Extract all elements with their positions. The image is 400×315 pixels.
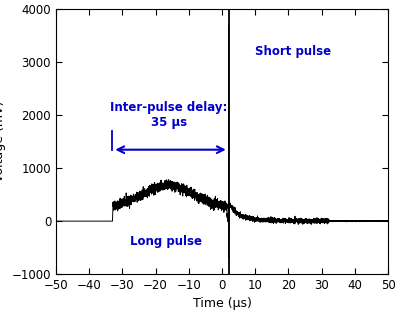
Y-axis label: Voltage (mV): Voltage (mV) xyxy=(0,101,6,182)
Text: Inter-pulse delay:
35 μs: Inter-pulse delay: 35 μs xyxy=(110,101,228,129)
X-axis label: Time (μs): Time (μs) xyxy=(192,297,252,311)
Text: Long pulse: Long pulse xyxy=(130,235,202,248)
Text: Short pulse: Short pulse xyxy=(255,45,331,58)
